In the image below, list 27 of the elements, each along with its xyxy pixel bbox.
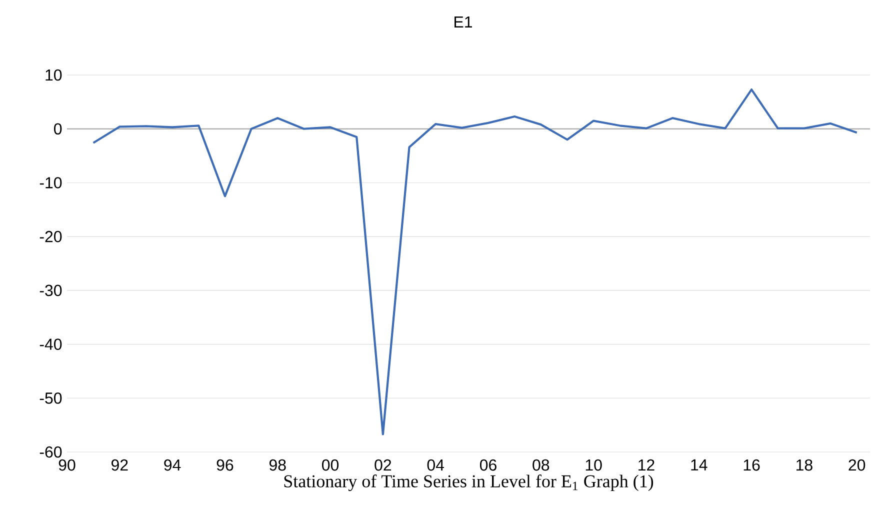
x-tick-label: 10 — [586, 459, 602, 471]
x-tick-label: 08 — [532, 459, 550, 471]
x-tick-label: 12 — [638, 459, 654, 471]
x-tick-label: 96 — [216, 459, 234, 471]
x-tick-label: 92 — [112, 459, 128, 471]
x-tick-label: 94 — [164, 459, 181, 471]
y-tick-label: 10 — [46, 69, 62, 81]
x-axis-title: Stationary of Time Series in Level for E$_{1}$ Graph (1) — [284, 474, 654, 492]
x-tick-label: 06 — [480, 459, 496, 471]
x-tick-label: 98 — [269, 459, 286, 471]
y-tick-label: -20 — [40, 230, 62, 242]
y-tick-label: -50 — [40, 392, 62, 404]
y-tick-label: -10 — [40, 177, 62, 188]
x-tick-label: 02 — [374, 459, 392, 471]
x-tick-label: 18 — [796, 459, 812, 471]
x-tick-label: 14 — [691, 459, 708, 470]
y-tick-label: -40 — [40, 338, 62, 350]
y-tick-label: -30 — [40, 284, 62, 296]
x-tick-label: 00 — [322, 459, 339, 471]
y-tick-label: 0 — [54, 123, 62, 135]
x-tick-label: 20 — [848, 459, 866, 471]
x-tick-label: 04 — [427, 459, 444, 471]
x-tick-label: 16 — [744, 459, 760, 471]
chart-title: E1 — [454, 16, 472, 28]
line-series — [92, 88, 858, 436]
x-tick-label: 90 — [58, 459, 76, 471]
y-tick-label: -60 — [40, 446, 62, 458]
